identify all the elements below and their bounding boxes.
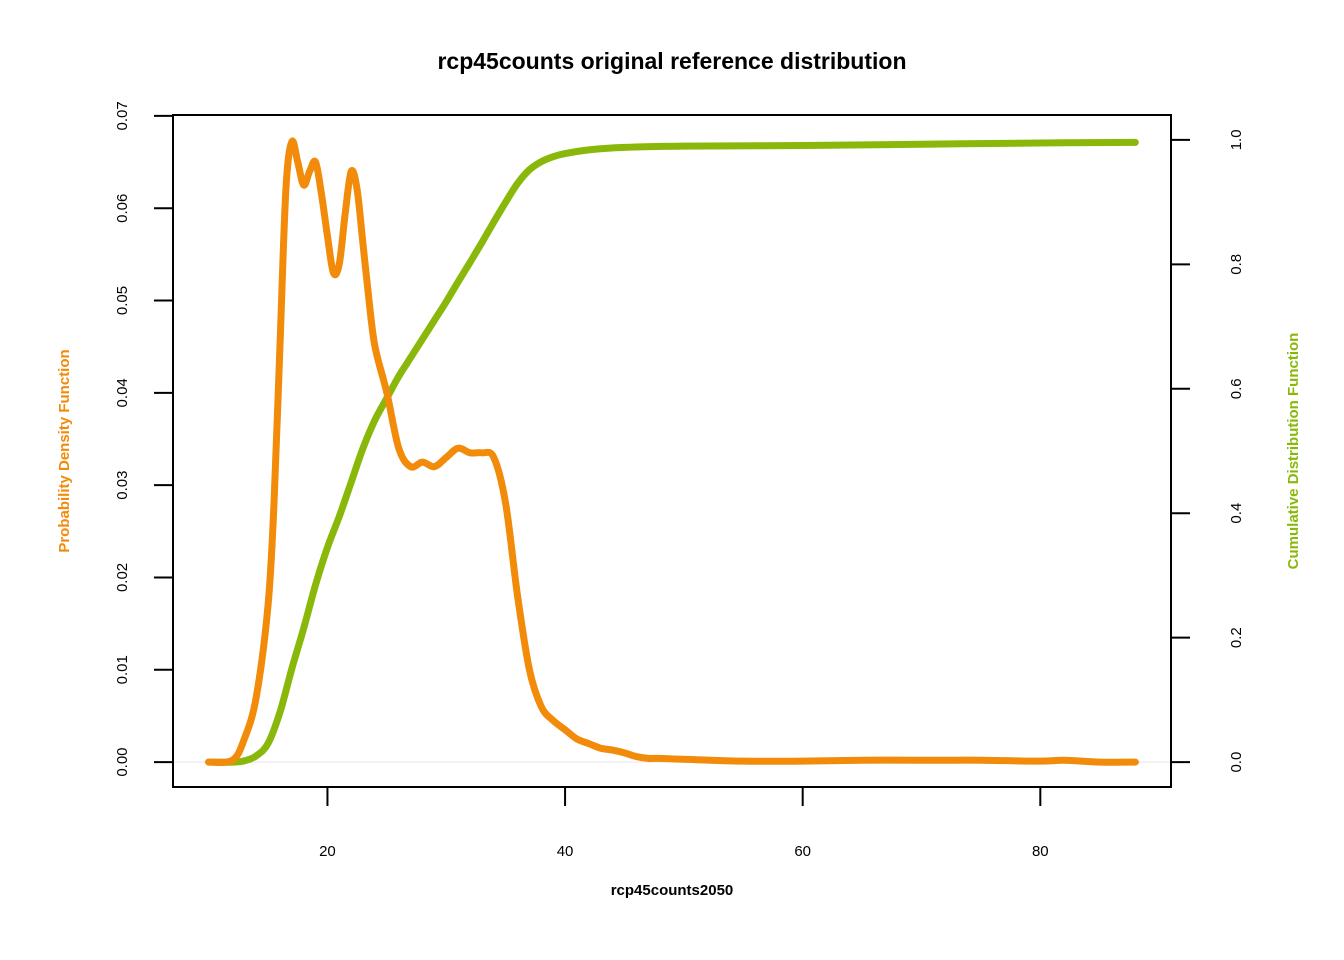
left-y-tick-label: 0.01 xyxy=(114,655,131,684)
left-y-tick-label: 0.06 xyxy=(114,194,131,223)
x-axis-label: rcp45counts2050 xyxy=(611,882,734,899)
left-y-tick-label: 0.02 xyxy=(114,563,131,592)
right-y-tick-label: 0.6 xyxy=(1228,378,1245,399)
left-axis-label: Probability Density Function xyxy=(56,349,73,552)
right-y-tick-label: 0.4 xyxy=(1228,503,1245,524)
left-y-tick-label: 0.07 xyxy=(114,101,131,130)
cdf-series-line xyxy=(205,138,1139,766)
plot-area: 20 40 60 80 0.00 0.01 0.02 0.03 0.04 0.05 0.06 0.07… xyxy=(114,101,1245,860)
right-y-tick-label: 1.0 xyxy=(1228,129,1245,150)
chart-title: rcp45counts original reference distribut… xyxy=(437,48,906,74)
left-y-tick-label: 0.04 xyxy=(114,378,131,407)
right-y-tick-label: 0.2 xyxy=(1228,627,1245,648)
x-tick-label: 40 xyxy=(557,843,574,860)
right-axis-label: Cumulative Distribution Function xyxy=(1285,333,1302,570)
left-y-tick-label: 0.03 xyxy=(114,471,131,500)
left-y-tick-label: 0.00 xyxy=(114,747,131,776)
x-tick-label: 60 xyxy=(794,843,811,860)
x-tick-label: 80 xyxy=(1032,843,1049,860)
left-y-tick-label: 0.05 xyxy=(114,286,131,315)
right-y-tick-label: 0.8 xyxy=(1228,254,1245,275)
pdf-series-line xyxy=(205,137,1139,766)
plot-frame xyxy=(172,114,1172,788)
right-y-tick-label: 0.0 xyxy=(1228,752,1245,773)
x-tick-label: 20 xyxy=(319,843,336,860)
